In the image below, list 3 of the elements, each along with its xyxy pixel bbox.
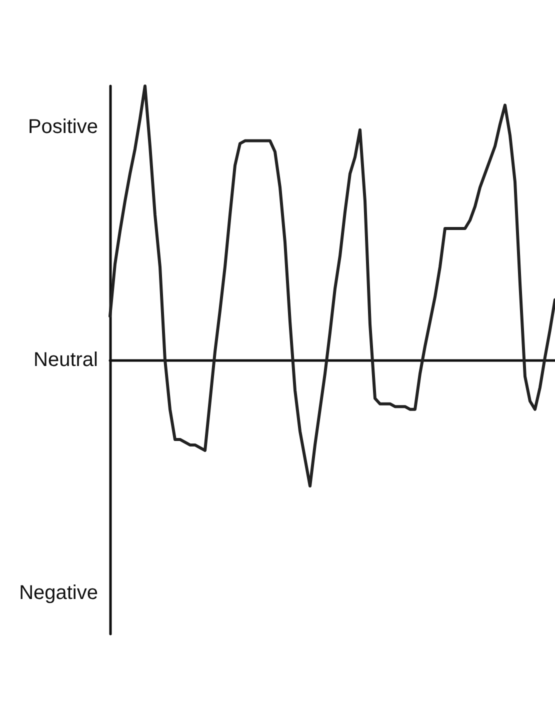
text: Neutral	[34, 349, 98, 371]
text: Negative	[19, 582, 98, 604]
text: Positive	[28, 116, 98, 138]
